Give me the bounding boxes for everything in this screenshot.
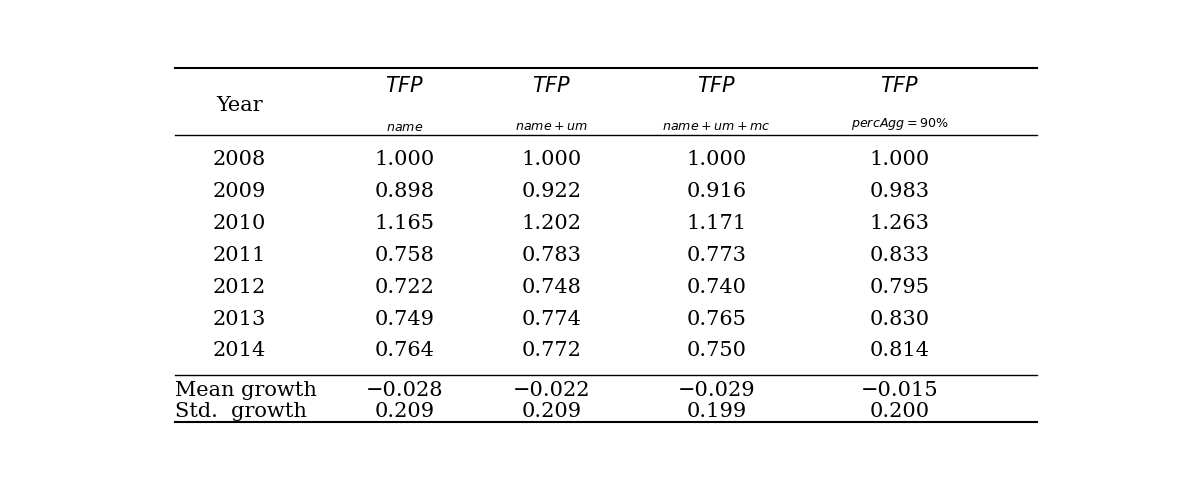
Text: 1.000: 1.000 xyxy=(870,150,930,169)
Text: −0.015: −0.015 xyxy=(861,381,938,400)
Text: 0.749: 0.749 xyxy=(375,310,434,329)
Text: 0.199: 0.199 xyxy=(686,402,746,421)
Text: $_{name}$: $_{name}$ xyxy=(386,115,424,132)
Text: 2010: 2010 xyxy=(213,214,266,233)
Text: 1.202: 1.202 xyxy=(522,214,581,233)
Text: 0.795: 0.795 xyxy=(870,278,930,297)
Text: 0.814: 0.814 xyxy=(870,341,930,360)
Text: 1.165: 1.165 xyxy=(375,214,434,233)
Text: 1.263: 1.263 xyxy=(870,214,930,233)
Text: 0.748: 0.748 xyxy=(522,278,581,297)
Text: 0.922: 0.922 xyxy=(522,182,581,201)
Text: $TFP$: $TFP$ xyxy=(880,76,919,96)
Text: 0.740: 0.740 xyxy=(686,278,746,297)
Text: 0.750: 0.750 xyxy=(686,341,746,360)
Text: −0.022: −0.022 xyxy=(512,381,590,400)
Text: 0.833: 0.833 xyxy=(870,246,930,265)
Text: 0.983: 0.983 xyxy=(870,182,930,201)
Text: 0.830: 0.830 xyxy=(870,310,930,329)
Text: −0.029: −0.029 xyxy=(678,381,755,400)
Text: −0.028: −0.028 xyxy=(366,381,444,400)
Text: 0.200: 0.200 xyxy=(870,402,930,421)
Text: 2009: 2009 xyxy=(213,182,266,201)
Text: Std.  growth: Std. growth xyxy=(175,402,308,421)
Text: 0.916: 0.916 xyxy=(686,182,746,201)
Text: 2008: 2008 xyxy=(213,150,266,169)
Text: 0.764: 0.764 xyxy=(375,341,434,360)
Text: 0.758: 0.758 xyxy=(375,246,434,265)
Text: 2013: 2013 xyxy=(213,310,266,329)
Text: Year: Year xyxy=(216,96,263,115)
Text: 2012: 2012 xyxy=(213,278,266,297)
Text: $TFP$: $TFP$ xyxy=(384,76,425,96)
Text: $_{percAgg=90\%}$: $_{percAgg=90\%}$ xyxy=(851,115,949,132)
Text: 0.209: 0.209 xyxy=(522,402,581,421)
Text: $_{name+um}$: $_{name+um}$ xyxy=(515,115,588,132)
Text: 0.783: 0.783 xyxy=(522,246,581,265)
Text: 0.765: 0.765 xyxy=(686,310,746,329)
Text: 0.772: 0.772 xyxy=(522,341,581,360)
Text: 0.774: 0.774 xyxy=(522,310,581,329)
Text: 1.000: 1.000 xyxy=(686,150,746,169)
Text: 2011: 2011 xyxy=(213,246,266,265)
Text: 0.209: 0.209 xyxy=(375,402,434,421)
Text: $_{name+um+mc}$: $_{name+um+mc}$ xyxy=(662,115,770,132)
Text: $TFP$: $TFP$ xyxy=(531,76,571,96)
Text: 0.898: 0.898 xyxy=(375,182,434,201)
Text: 2014: 2014 xyxy=(213,341,266,360)
Text: 0.722: 0.722 xyxy=(375,278,434,297)
Text: $TFP$: $TFP$ xyxy=(697,76,736,96)
Text: Mean growth: Mean growth xyxy=(175,381,317,400)
Text: 0.773: 0.773 xyxy=(686,246,746,265)
Text: 1.171: 1.171 xyxy=(686,214,746,233)
Text: 1.000: 1.000 xyxy=(375,150,434,169)
Text: 1.000: 1.000 xyxy=(522,150,581,169)
